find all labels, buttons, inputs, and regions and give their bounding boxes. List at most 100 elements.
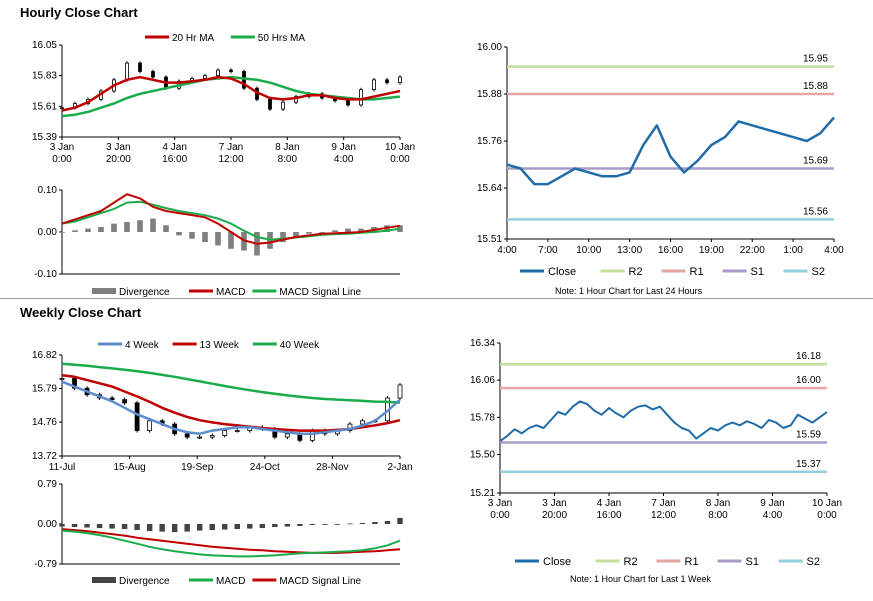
weekly-1w-legend-label: S1 — [746, 556, 759, 568]
weekly-1w-xtick-label: 3 Jan — [542, 498, 566, 509]
weekly-price-candle — [122, 399, 127, 404]
weekly-price-ytick-label: 15.79 — [32, 384, 57, 395]
weekly-macd-ytick-label: 0.79 — [38, 479, 58, 490]
weekly-macd-divergence-bar — [284, 524, 291, 527]
weekly-1w-legend-label: S2 — [807, 556, 820, 568]
hourly-price-candle — [60, 107, 64, 110]
weekly-1w-xtick-label: 20:00 — [542, 510, 567, 521]
hourly-price-candle — [281, 101, 285, 110]
hourly-price-series-20-hr-ma — [61, 75, 401, 112]
hourly-24h-level-label-s2: 15.56 — [803, 206, 828, 217]
weekly-1w-level-label-r2: 16.18 — [796, 351, 821, 362]
hourly-note: Note: 1 Hour Chart for Last 24 Hours — [555, 286, 703, 296]
hourly-price-ytick-label: 15.39 — [32, 132, 57, 143]
weekly-1w-ytick-label: 15.21 — [470, 488, 495, 499]
weekly-price-candle — [72, 378, 77, 389]
hourly-24h-ytick-label: 15.64 — [477, 183, 502, 194]
weekly-macd-divergence-bar — [121, 524, 128, 530]
hourly-macd-divergence-bar — [72, 230, 78, 232]
weekly-1w-xtick-label: 0:00 — [490, 510, 510, 521]
hourly-24h-legend-label: S2 — [812, 266, 825, 278]
hourly-price-ytick-label: 15.61 — [32, 101, 57, 112]
hourly-macd-divergence-bar — [228, 232, 234, 249]
hourly-price-xtick-label: 3 Jan — [50, 142, 74, 153]
hourly-price-candle — [385, 79, 389, 84]
weekly-1w-ytick-label: 15.50 — [470, 450, 495, 461]
weekly-macd-divergence-bar — [96, 524, 103, 529]
weekly-1w-xtick-label: 7 Jan — [651, 498, 675, 509]
hourly-price-xtick-label: 4:00 — [334, 154, 354, 165]
weekly-macd-divergence-bar — [297, 524, 303, 527]
weekly-price-ytick-label: 13.72 — [32, 451, 57, 462]
weekly-price-ytick-label: 14.76 — [32, 417, 57, 428]
hourly-price-candle — [359, 89, 363, 106]
hourly-macd-divergence-bar — [319, 232, 325, 233]
weekly-price-series-4-week — [61, 380, 401, 436]
hourly-price-candle — [203, 75, 207, 79]
weekly-price-legend-label: 13 Week — [200, 340, 240, 351]
hourly-24h-xtick-label: 16:00 — [658, 245, 683, 256]
hourly-macd-divergence-bar — [293, 232, 299, 238]
weekly-price-legend-label: 4 Week — [125, 340, 160, 351]
hourly-price-xtick-label: 16:00 — [162, 154, 187, 165]
hourly-price-series-50-hrs-ma — [61, 75, 401, 118]
hourly-macd-divergence-bar — [202, 232, 208, 243]
hourly-macd-divergence-bar — [85, 228, 91, 232]
weekly-1w-level-label-r1: 16.00 — [796, 375, 821, 386]
weekly-price-candle — [197, 436, 203, 439]
hourly-price-xtick-label: 20:00 — [106, 154, 131, 165]
hourly-24h-xtick-label: 13:00 — [617, 245, 642, 256]
weekly-macd-divergence-bar — [272, 524, 278, 528]
hourly-24h-xtick-label: 10:00 — [576, 245, 601, 256]
weekly-macd-divergence-bar — [309, 524, 316, 526]
weekly-1w-level-label-s2: 15.37 — [796, 459, 821, 470]
weekly-1w-ytick-label: 15.78 — [470, 412, 495, 423]
weekly-1w-legend-label: R1 — [685, 556, 699, 568]
hourly-section-title: Hourly Close Chart — [20, 5, 138, 20]
weekly-1w-series-close — [499, 400, 828, 443]
hourly-macd-divergence-bar — [137, 220, 143, 232]
hourly-price-xtick-label: 0:00 — [52, 154, 72, 165]
weekly-macd-divergence-bar — [372, 521, 378, 524]
weekly-macd-divergence-bar — [259, 524, 266, 529]
weekly-price-xtick-label: 19-Sep — [181, 462, 214, 473]
weekly-macd-divergence-bar — [146, 524, 153, 532]
weekly-price-candle — [284, 433, 290, 438]
hourly-24h-ytick-label: 15.76 — [477, 136, 502, 147]
weekly-macd-legend-label: MACD — [216, 576, 245, 587]
hourly-price-candle — [398, 76, 402, 84]
weekly-macd-divergence-bar — [334, 524, 341, 525]
hourly-price-xtick-label: 9 Jan — [331, 142, 355, 153]
hourly-24h-xtick-label: 1:00 — [783, 245, 803, 256]
hourly-price-candle — [125, 62, 129, 81]
weekly-macd-legend-label: MACD Signal Line — [279, 576, 361, 587]
weekly-1w-xtick-label: 8 Jan — [706, 498, 730, 509]
hourly-24h-level-label-r1: 15.88 — [803, 81, 828, 92]
weekly-price-candle — [234, 430, 240, 432]
weekly-macd-divergence-bar — [84, 524, 90, 528]
hourly-24h-xtick-label: 4:00 — [497, 245, 517, 256]
hourly-price-candle — [346, 100, 350, 106]
weekly-macd-divergence-bar — [359, 522, 366, 524]
weekly-price-candle — [360, 420, 365, 425]
weekly-macd-legend-label: Divergence — [119, 576, 170, 587]
weekly-section-title: Weekly Close Chart — [20, 305, 142, 320]
weekly-price-legend-label: 40 Week — [280, 340, 320, 351]
hourly-price-xtick-label: 10 Jan — [385, 142, 415, 153]
weekly-price-candle — [309, 430, 315, 441]
weekly-1w-legend-label: R2 — [624, 556, 638, 568]
weekly-macd-divergence-bar — [109, 524, 115, 529]
weekly-1w-xtick-label: 10 Jan — [812, 498, 842, 509]
weekly-macd-series-signal — [61, 528, 401, 554]
weekly-1w-xtick-label: 8:00 — [708, 510, 728, 521]
weekly-macd-divergence-bar — [322, 524, 328, 525]
hourly-macd-ytick-label: 0.00 — [38, 227, 58, 238]
hourly-24h-level-label-s1: 15.69 — [803, 155, 828, 166]
weekly-macd-divergence-bar — [184, 524, 190, 532]
weekly-1w-xtick-label: 0:00 — [817, 510, 837, 521]
weekly-macd-divergence-bar — [247, 524, 253, 529]
weekly-macd-ytick-label: 0.00 — [38, 519, 58, 530]
weekly-1w-xtick-label: 9 Jan — [760, 498, 784, 509]
hourly-24h-ytick-label: 16.00 — [477, 42, 502, 53]
weekly-macd-series-macd — [61, 529, 401, 558]
